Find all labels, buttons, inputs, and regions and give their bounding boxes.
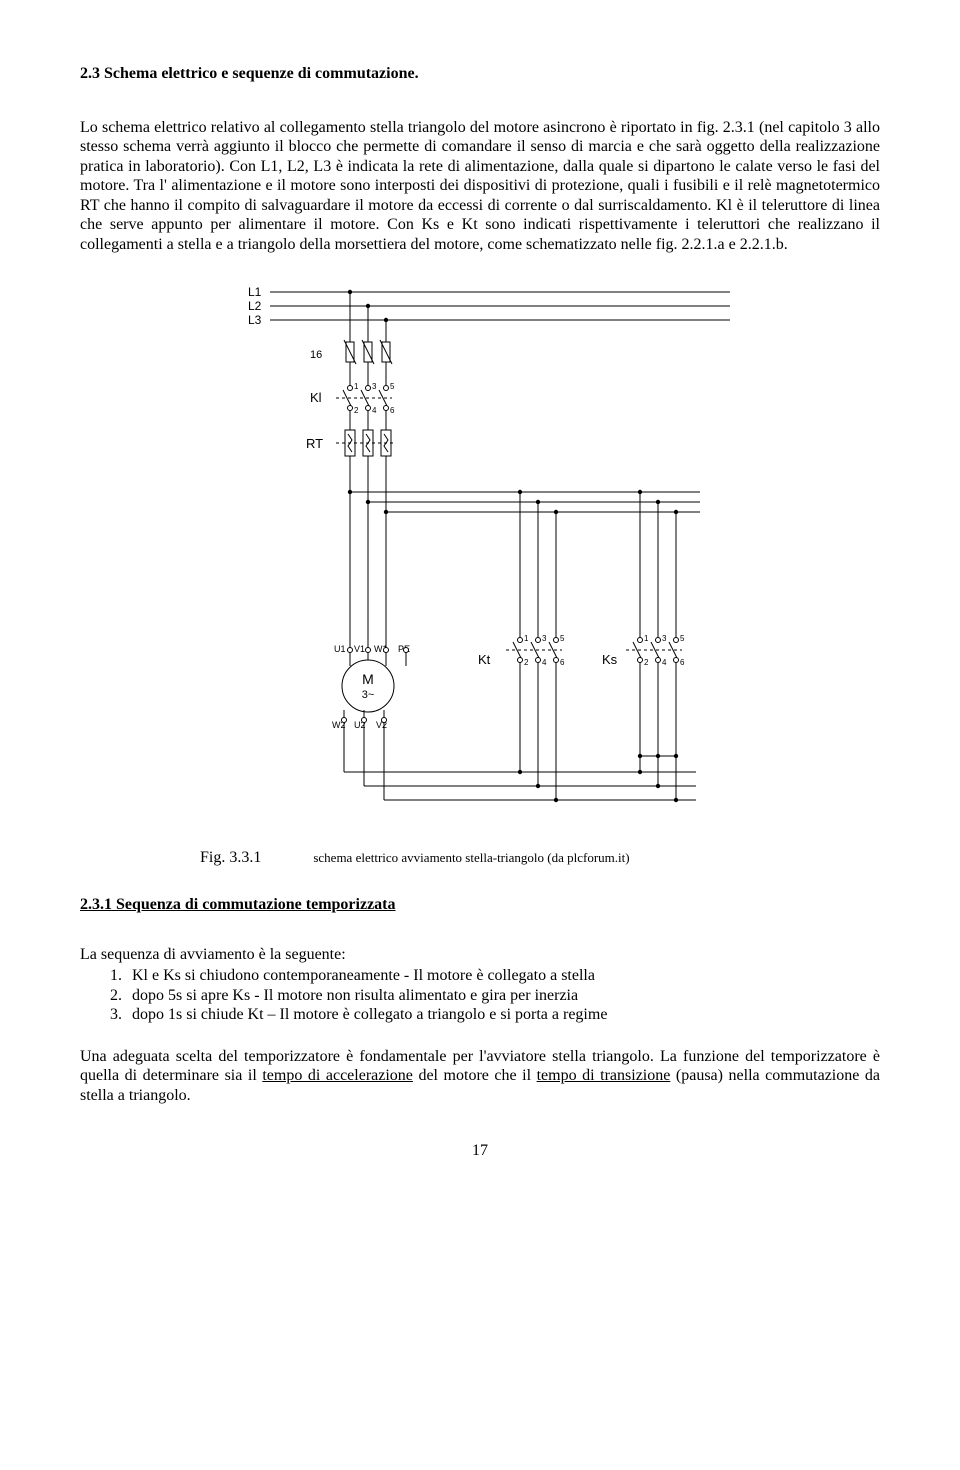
svg-text:Ks: Ks xyxy=(602,652,618,667)
text: del motore che il xyxy=(413,1067,537,1084)
svg-text:16: 16 xyxy=(310,349,322,361)
underline-text: tempo di transizione xyxy=(537,1067,671,1084)
svg-text:U1: U1 xyxy=(334,644,346,654)
svg-text:RT: RT xyxy=(306,436,323,451)
sequence-list: Kl e Ks si chiudono contemporaneamente -… xyxy=(80,966,880,1025)
svg-text:3~: 3~ xyxy=(362,689,375,701)
svg-text:Kt: Kt xyxy=(478,652,491,667)
svg-text:L3: L3 xyxy=(248,313,262,327)
svg-text:2: 2 xyxy=(644,658,649,667)
svg-text:M: M xyxy=(362,671,374,687)
svg-text:5: 5 xyxy=(680,634,685,643)
svg-text:6: 6 xyxy=(680,658,685,667)
svg-text:1: 1 xyxy=(644,634,649,643)
svg-text:L2: L2 xyxy=(248,299,262,313)
svg-text:1: 1 xyxy=(354,382,359,391)
svg-text:Kl: Kl xyxy=(310,390,322,405)
circuit-diagram: L1L2L316Kl123456RTU1V1W1PEM3~W2U2V2Kt123… xyxy=(80,272,880,838)
figure-caption: Fig. 3.3.1 schema elettrico avviamento s… xyxy=(200,848,880,868)
svg-text:L1: L1 xyxy=(248,285,262,299)
figure-description: schema elettrico avviamento stella-trian… xyxy=(313,850,629,865)
svg-text:V1: V1 xyxy=(354,644,365,654)
svg-text:4: 4 xyxy=(542,658,547,667)
sequence-intro: La sequenza di avviamento è la seguente: xyxy=(80,945,880,965)
paragraph-2: Una adeguata scelta del temporizzatore è… xyxy=(80,1047,880,1106)
paragraph-1: Lo schema elettrico relativo al collegam… xyxy=(80,118,880,255)
list-item: dopo 5s si apre Ks - Il motore non risul… xyxy=(126,986,880,1006)
svg-text:4: 4 xyxy=(662,658,667,667)
page-number: 17 xyxy=(80,1141,880,1161)
svg-text:4: 4 xyxy=(372,406,377,415)
svg-text:6: 6 xyxy=(390,406,395,415)
underline-text: tempo di accelerazione xyxy=(262,1067,413,1084)
figure-label: Fig. 3.3.1 xyxy=(200,848,261,868)
svg-text:2: 2 xyxy=(524,658,529,667)
svg-text:6: 6 xyxy=(560,658,565,667)
svg-text:5: 5 xyxy=(390,382,395,391)
svg-text:5: 5 xyxy=(560,634,565,643)
subsection-heading: 2.3.1 Sequenza di commutazione temporizz… xyxy=(80,895,880,915)
section-heading: 2.3 Schema elettrico e sequenze di commu… xyxy=(80,64,880,84)
list-item: dopo 1s si chiude Kt – Il motore è colle… xyxy=(126,1005,880,1025)
svg-text:3: 3 xyxy=(542,634,547,643)
svg-text:3: 3 xyxy=(662,634,667,643)
list-item: Kl e Ks si chiudono contemporaneamente -… xyxy=(126,966,880,986)
svg-text:2: 2 xyxy=(354,406,359,415)
svg-text:1: 1 xyxy=(524,634,529,643)
svg-text:3: 3 xyxy=(372,382,377,391)
